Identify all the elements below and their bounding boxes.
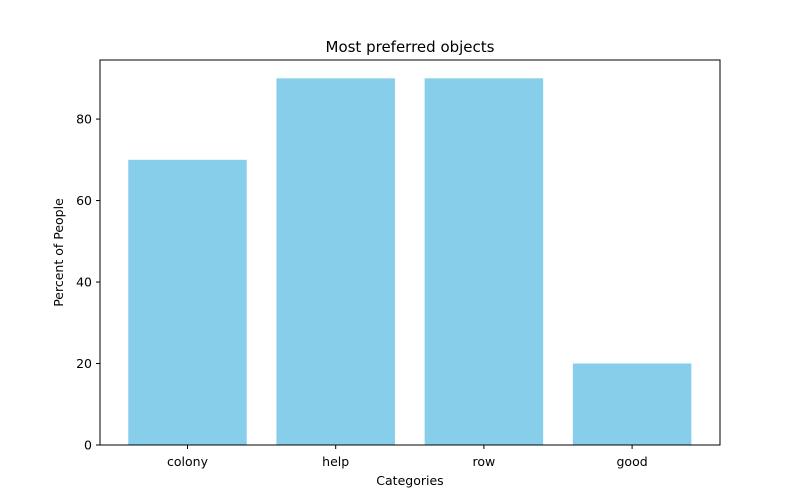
y-tick-label-20: 20 [76,356,92,371]
y-tick-label-0: 0 [84,438,92,453]
bars-group [128,78,692,445]
y-axis-label: Percent of People [51,198,66,307]
y-tick-label-60: 60 [76,193,92,208]
plot-frame [99,59,721,446]
x-tick-label-help: help [322,454,349,469]
y-tick-label-40: 40 [76,275,92,290]
bar-row [424,78,544,445]
y-axis-ticks: 0 20 40 60 80 [76,112,100,453]
bar-help [276,78,395,445]
y-tick-label-80: 80 [76,112,92,127]
chart-title: Most preferred objects [326,38,495,56]
bar-good [572,363,692,445]
x-axis-ticks: colony help row good [167,445,648,469]
x-tick-label-good: good [617,454,648,469]
x-tick-label-row: row [473,454,496,469]
x-tick-label-colony: colony [167,454,209,469]
x-axis-label: Categories [376,473,443,488]
bar-colony [128,159,247,445]
